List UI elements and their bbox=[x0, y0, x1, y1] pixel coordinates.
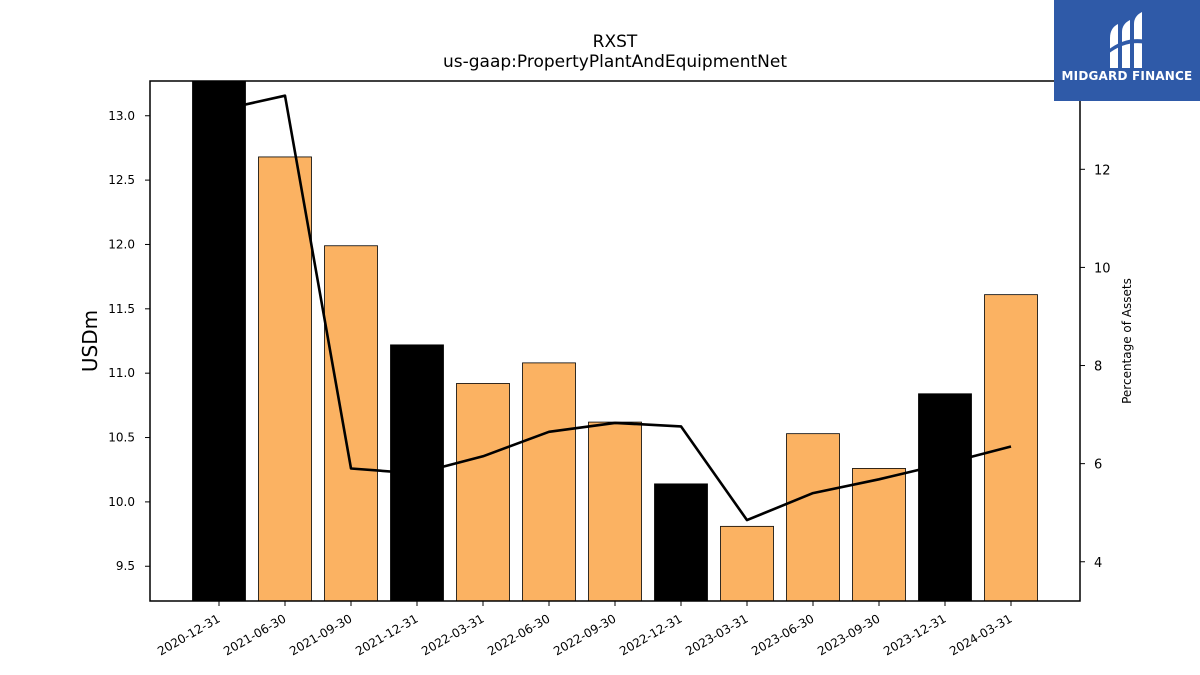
bar-2023-06-30 bbox=[786, 433, 840, 602]
bar-2020-12-31 bbox=[192, 80, 246, 602]
y-tick-label: 9.5 bbox=[116, 559, 135, 573]
chart-title: RXST bbox=[592, 32, 638, 52]
x-tick-label: 2024-03-31 bbox=[947, 611, 1014, 658]
y-tick-label: 11.5 bbox=[108, 302, 135, 316]
y-tick-label: 13.0 bbox=[108, 109, 135, 123]
x-tick-label: 2022-03-31 bbox=[419, 611, 486, 658]
y2-tick-label: 6 bbox=[1094, 458, 1102, 473]
x-tick-label: 2023-03-31 bbox=[683, 611, 750, 658]
brand-name: MIDGARD FINANCE bbox=[1061, 69, 1193, 83]
bar-2021-06-30 bbox=[258, 156, 312, 602]
bar-2022-03-31 bbox=[456, 383, 510, 602]
y-tick-label: 10.5 bbox=[108, 431, 135, 445]
bar-2022-12-31 bbox=[654, 483, 708, 602]
y2-tick-label: 4 bbox=[1094, 556, 1102, 571]
x-tick-label: 2021-12-31 bbox=[353, 611, 420, 658]
y-tick-label: 12.0 bbox=[108, 237, 135, 251]
y-tick-label: 10.0 bbox=[108, 495, 135, 509]
x-tick-label: 2023-12-31 bbox=[881, 611, 948, 658]
y-axis-label: USDm bbox=[78, 310, 102, 372]
x-tick-label: 2020-12-31 bbox=[155, 611, 222, 658]
x-tick-label: 2023-06-30 bbox=[749, 611, 816, 658]
x-tick-label: 2023-09-30 bbox=[815, 611, 882, 658]
y-tick-label: 12.5 bbox=[108, 173, 135, 187]
chart-subtitle: us-gaap:PropertyPlantAndEquipmentNet bbox=[443, 52, 787, 72]
x-tick-label: 2021-06-30 bbox=[221, 611, 288, 658]
line-series bbox=[218, 94, 1012, 522]
bar-2022-09-30 bbox=[588, 421, 642, 602]
bar-2023-12-31 bbox=[918, 393, 972, 602]
y2-tick-label: 12 bbox=[1094, 163, 1111, 178]
bar-2021-09-30 bbox=[324, 245, 378, 602]
x-tick-label: 2022-09-30 bbox=[551, 611, 618, 658]
x-tick-label: 2022-12-31 bbox=[617, 611, 684, 658]
bar-2023-09-30 bbox=[852, 468, 906, 602]
x-tick-label: 2021-09-30 bbox=[287, 611, 354, 658]
midgard-logo-icon bbox=[1108, 12, 1146, 68]
brand-logo: MIDGARD FINANCE bbox=[1054, 0, 1200, 101]
y2-tick-label: 10 bbox=[1094, 261, 1111, 276]
y2-axis-label: Percentage of Assets bbox=[1120, 278, 1134, 404]
bar-2023-03-31 bbox=[720, 525, 774, 602]
y-tick-label: 11.0 bbox=[108, 366, 135, 380]
x-tick-label: 2022-06-30 bbox=[485, 611, 552, 658]
y2-tick-label: 8 bbox=[1094, 360, 1102, 375]
bar-2022-06-30 bbox=[522, 362, 576, 602]
